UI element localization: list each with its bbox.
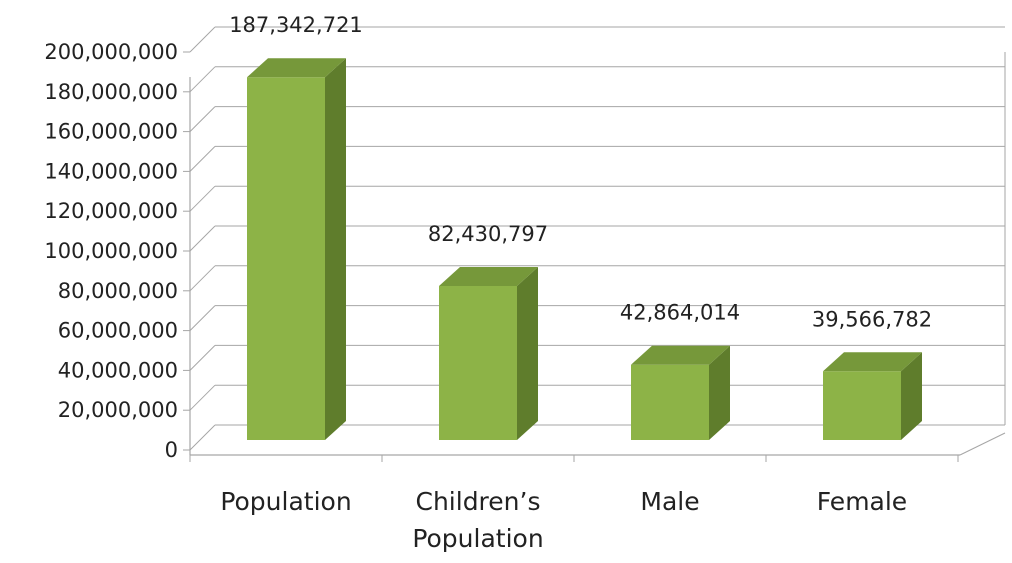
y-tick-label: 140,000,000: [44, 159, 178, 183]
y-tick-label: 60,000,000: [58, 319, 178, 343]
gridline-side: [189, 225, 216, 252]
chart-walls: [189, 52, 1006, 456]
y-tick-label: 200,000,000: [44, 40, 178, 64]
category-label: Male: [640, 487, 699, 516]
category-label: Female: [817, 487, 907, 516]
gridlines: [183, 26, 1005, 462]
bar-top: [823, 352, 922, 372]
data-labels: 187,342,721 82,430,797 42,864,014 39,566,78…: [229, 13, 932, 331]
bar: [247, 58, 346, 440]
bar-side: [901, 352, 922, 440]
y-tick-label: 100,000,000: [44, 239, 178, 263]
data-label: 39,566,782: [812, 307, 932, 331]
floor-edge: [959, 432, 1006, 456]
bar-side: [709, 345, 730, 440]
category-label: Children’s Population: [412, 487, 543, 553]
gridline-side: [189, 26, 216, 53]
bar-side: [517, 266, 538, 440]
bar-top: [439, 266, 538, 286]
bar-top: [631, 345, 730, 365]
y-tick-label: 80,000,000: [58, 279, 178, 303]
bar: [823, 352, 922, 440]
bars: [247, 58, 922, 440]
y-tick-label: 0: [165, 438, 178, 462]
gridline-side: [189, 265, 216, 292]
bar-front: [823, 371, 901, 440]
gridline-side: [189, 345, 216, 371]
bar-front: [247, 77, 325, 440]
gridline-side: [189, 106, 216, 132]
bar-front: [439, 285, 517, 440]
y-tick-label: 20,000,000: [58, 398, 178, 422]
gridline-side: [189, 384, 216, 411]
bar: [631, 345, 730, 440]
gridline-side: [189, 185, 216, 212]
y-tick-label: 120,000,000: [44, 199, 178, 223]
y-tick-label: 160,000,000: [44, 120, 178, 144]
bar-front: [631, 364, 709, 440]
category-label: Population: [220, 487, 351, 516]
y-tick-label: 40,000,000: [58, 358, 178, 382]
data-label: 42,864,014: [620, 301, 740, 325]
bar: [439, 266, 538, 440]
data-label: 82,430,797: [428, 222, 548, 246]
gridline-side: [189, 146, 216, 172]
data-label: 187,342,721: [229, 13, 363, 37]
bar-side: [325, 58, 346, 440]
y-tick-label: 180,000,000: [44, 80, 178, 104]
gridline-side: [189, 66, 216, 93]
y-axis: 0 20,000,000 40,000,000 60,000,000 80,000,00…: [44, 40, 178, 462]
gridline-side: [189, 305, 216, 331]
x-axis: Population Children’s Population Male Female: [220, 487, 907, 553]
gridline-side: [189, 424, 216, 451]
bar-top: [247, 58, 346, 78]
